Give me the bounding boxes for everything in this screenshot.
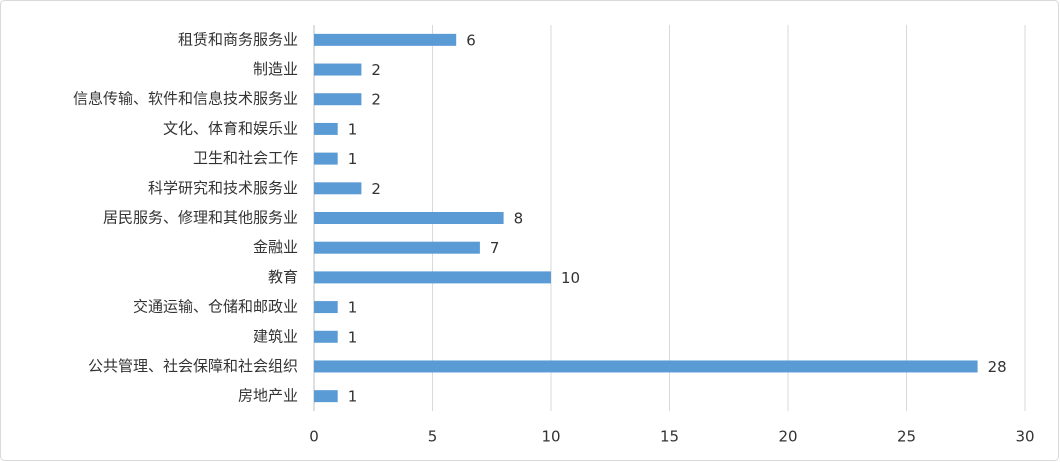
y-tick-label: 居民服务、修理和其他服务业 bbox=[103, 209, 298, 227]
y-tick-label: 交通运输、仓储和邮政业 bbox=[133, 298, 298, 316]
bar bbox=[314, 330, 338, 343]
bar bbox=[314, 241, 480, 254]
x-tick-label: 30 bbox=[1015, 428, 1034, 446]
data-label: 1 bbox=[348, 299, 358, 317]
bar bbox=[314, 63, 362, 76]
y-tick-label: 卫生和社会工作 bbox=[193, 149, 298, 167]
data-label: 10 bbox=[561, 269, 580, 287]
bar bbox=[314, 390, 338, 403]
bar bbox=[314, 93, 362, 106]
x-tick-label: 20 bbox=[778, 428, 797, 446]
y-tick-label: 租赁和商务服务业 bbox=[178, 30, 298, 48]
y-tick-label: 金融业 bbox=[253, 238, 298, 256]
bar bbox=[314, 152, 338, 165]
y-tick-label: 文化、体育和娱乐业 bbox=[163, 119, 298, 137]
x-tick-label: 0 bbox=[309, 428, 319, 446]
y-tick-label: 科学研究和技术服务业 bbox=[148, 179, 298, 197]
data-label: 1 bbox=[348, 150, 358, 168]
y-tick-label: 信息传输、软件和信息技术服务业 bbox=[73, 90, 298, 108]
bar bbox=[314, 182, 362, 195]
data-label: 1 bbox=[348, 328, 358, 346]
bar bbox=[314, 122, 338, 135]
data-label: 28 bbox=[988, 358, 1007, 376]
y-tick-label: 教育 bbox=[268, 268, 298, 286]
data-label: 1 bbox=[348, 388, 358, 406]
data-label: 6 bbox=[466, 31, 476, 49]
y-tick-label: 公共管理、社会保障和社会组织 bbox=[88, 357, 298, 375]
y-tick-label: 建筑业 bbox=[253, 327, 298, 345]
x-tick-label: 25 bbox=[897, 428, 916, 446]
data-label: 1 bbox=[348, 120, 358, 138]
data-label: 2 bbox=[371, 61, 381, 79]
bar bbox=[314, 212, 504, 224]
bar bbox=[314, 33, 457, 46]
bar bbox=[314, 360, 978, 373]
y-tick-label: 房地产业 bbox=[238, 387, 298, 405]
data-label: 7 bbox=[490, 239, 500, 257]
data-label: 2 bbox=[371, 91, 381, 109]
bar bbox=[314, 301, 338, 314]
x-tick-label: 15 bbox=[660, 428, 679, 446]
y-tick-label: 制造业 bbox=[253, 60, 298, 78]
bar bbox=[314, 271, 551, 284]
x-tick-label: 10 bbox=[541, 428, 560, 446]
data-label: 2 bbox=[371, 180, 381, 198]
x-tick-label: 5 bbox=[428, 428, 438, 446]
data-label: 8 bbox=[514, 210, 524, 228]
